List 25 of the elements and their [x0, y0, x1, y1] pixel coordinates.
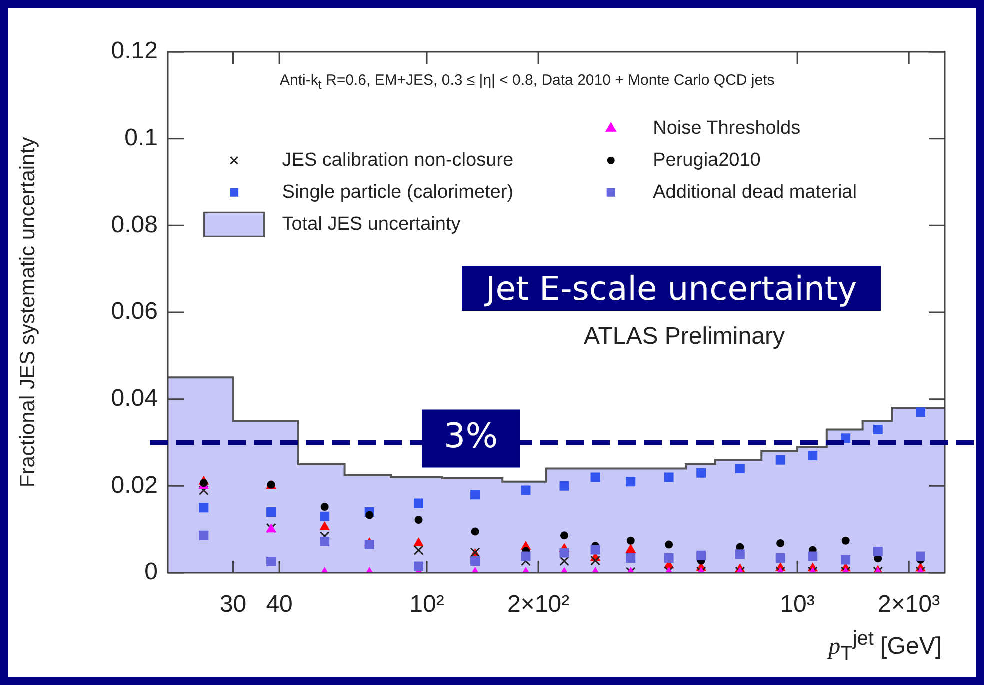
annotation: ATLAS Preliminary [584, 323, 785, 351]
x-tick-label: 10² [410, 591, 444, 618]
ref-line-label: 3% [444, 416, 498, 457]
legend-label: Perugia2010 [653, 150, 761, 171]
legend-label: Total JES uncertainty [282, 214, 462, 235]
x-tick-label: 10³ [780, 591, 815, 618]
x-tick-label: 40 [266, 591, 293, 618]
y-tick-label: 0.04 [111, 384, 158, 412]
x-tick-label: 30 [220, 591, 247, 618]
annotation: Jet E-scale uncertainty [462, 266, 882, 311]
y-tick-label: 0.1 [124, 124, 158, 152]
legend-label: Single particle (calorimeter) [282, 182, 514, 203]
legend-label: Noise Thresholds [653, 118, 801, 139]
x-tick-label: 2×10² [508, 591, 570, 618]
y-tick-label: 0.08 [111, 211, 158, 238]
x-axis-title: p$_{T}$$^{jet}$ [GeV] [828, 628, 942, 666]
y-axis-title: Fractional JES systematic uncertainty [16, 136, 40, 488]
y-tick-label: 0.06 [111, 298, 158, 326]
annotation: Anti-k$_{t}$ R=0.6, EM+JES, 0.3 ≤ |η| < 0.8, Data 2010 + Monte Carlo QCD jets [280, 72, 775, 92]
y-tick-label: 0.02 [111, 472, 158, 499]
y-tick-label: 0.12 [111, 38, 158, 65]
y-tick-label: 0 [144, 558, 158, 586]
legend-label: JES calibration non-closure [282, 150, 514, 171]
legend-label: Additional dead material [653, 182, 857, 203]
x-tick-label: 2×10³ [878, 591, 940, 618]
